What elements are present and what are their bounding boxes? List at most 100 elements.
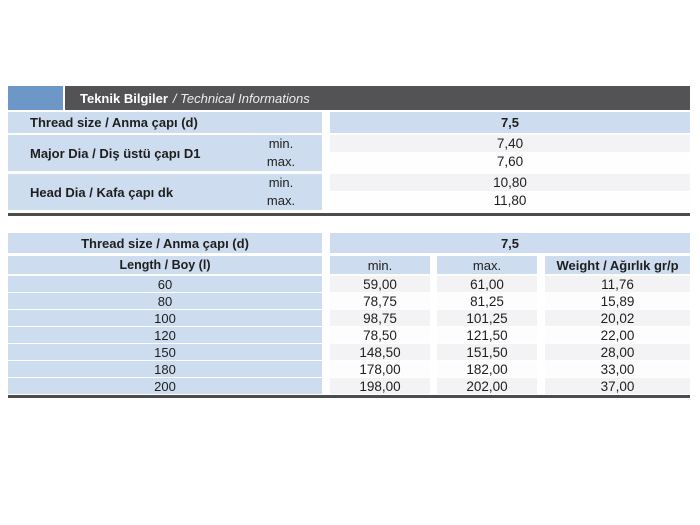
min-value: 78,75	[330, 293, 430, 309]
column-gap	[537, 361, 545, 377]
length-value: 80	[8, 293, 322, 309]
table-bottom-rule	[8, 213, 690, 216]
column-gap	[537, 256, 545, 274]
length-value: 200	[8, 378, 322, 394]
weight-value: 20,02	[545, 310, 690, 326]
column-gap	[322, 344, 330, 360]
max-value: 11,80	[330, 192, 690, 209]
weight-value: 11,76	[545, 276, 690, 292]
min-value: 148,50	[330, 344, 430, 360]
column-gap	[322, 378, 330, 394]
table-row: 180 178,00 182,00 33,00	[8, 361, 690, 377]
min-value: 78,50	[330, 327, 430, 343]
min-value: 10,80	[330, 174, 690, 191]
max-column-header: max.	[437, 256, 537, 274]
column-gap	[537, 344, 545, 360]
table-row: 100 98,75 101,25 20,02	[8, 310, 690, 326]
column-gap	[430, 310, 437, 326]
column-gap	[322, 276, 330, 292]
table-row: Head Dia / Kafa çapı dk min. max. 10,80 …	[8, 174, 690, 210]
section-title: Teknik Bilgiler	[80, 90, 168, 106]
min-value: 198,00	[330, 378, 430, 394]
weight-value: 33,00	[545, 361, 690, 377]
min-value: 59,00	[330, 276, 430, 292]
length-value: 60	[8, 276, 322, 292]
thread-size-label: Thread size / Anma çapı (d)	[8, 233, 322, 253]
section-title-bar: Teknik Bilgiler / Technical Informations	[65, 86, 690, 110]
column-gap	[322, 293, 330, 309]
column-gap	[322, 135, 330, 171]
column-gap	[430, 293, 437, 309]
column-gap	[537, 310, 545, 326]
max-value: 182,00	[437, 361, 537, 377]
thread-size-value: 7,5	[330, 112, 690, 133]
column-gap	[537, 293, 545, 309]
max-value: 121,50	[437, 327, 537, 343]
min-label: min.	[268, 136, 294, 151]
table-header-row: Thread size / Anma çapı (d) 7,5	[8, 233, 690, 253]
column-gap	[430, 361, 437, 377]
column-gap	[537, 276, 545, 292]
max-label: max.	[266, 154, 296, 169]
row-values: 7,40 7,60	[330, 135, 690, 171]
table-row: 60 59,00 61,00 11,76	[8, 276, 690, 292]
accent-square	[8, 86, 63, 110]
length-value: 180	[8, 361, 322, 377]
column-gap	[322, 310, 330, 326]
weight-column-header: Weight / Ağırlık gr/p	[545, 256, 690, 274]
column-gap	[322, 112, 330, 133]
column-gap	[430, 378, 437, 394]
table-row: 120 78,50 121,50 22,00	[8, 327, 690, 343]
column-gap	[430, 344, 437, 360]
max-label: max.	[266, 193, 296, 208]
table-row: Major Dia / Diş üstü çapı D1 min. max. 7…	[8, 135, 690, 171]
table-row: 80 78,75 81,25 15,89	[8, 293, 690, 309]
min-label: min.	[268, 175, 294, 190]
length-value: 120	[8, 327, 322, 343]
table-row: 200 198,00 202,00 37,00	[8, 378, 690, 394]
section-header: Teknik Bilgiler / Technical Informations	[8, 86, 690, 110]
length-column-header: Length / Boy (l)	[8, 256, 322, 274]
max-value: 7,60	[330, 153, 690, 170]
max-value: 202,00	[437, 378, 537, 394]
max-value: 151,50	[437, 344, 537, 360]
min-max-labels: min. max.	[240, 174, 322, 210]
table-row: 150 148,50 151,50 28,00	[8, 344, 690, 360]
section-subtitle: / Technical Informations	[172, 90, 310, 106]
min-value: 98,75	[330, 310, 430, 326]
max-value: 101,25	[437, 310, 537, 326]
row-values: 10,80 11,80	[330, 174, 690, 210]
weight-value: 15,89	[545, 293, 690, 309]
max-value: 61,00	[437, 276, 537, 292]
length-weight-table: Thread size / Anma çapı (d) 7,5 Length /…	[8, 233, 690, 398]
column-gap	[430, 256, 437, 274]
max-value: 81,25	[437, 293, 537, 309]
weight-value: 37,00	[545, 378, 690, 394]
length-value: 100	[8, 310, 322, 326]
column-gap	[430, 327, 437, 343]
row-label-cell: Head Dia / Kafa çapı dk min. max.	[8, 174, 322, 210]
thread-size-value: 7,5	[330, 233, 690, 253]
column-gap	[322, 361, 330, 377]
weight-value: 28,00	[545, 344, 690, 360]
dimensions-table: Thread size / Anma çapı (d) 7,5 Major Di…	[8, 112, 690, 216]
table-bottom-rule	[8, 395, 690, 398]
min-max-labels: min. max.	[240, 135, 322, 171]
length-value: 150	[8, 344, 322, 360]
row-label: Thread size / Anma çapı (d)	[8, 112, 322, 133]
min-value: 178,00	[330, 361, 430, 377]
column-gap	[537, 327, 545, 343]
weight-value: 22,00	[545, 327, 690, 343]
column-gap	[322, 233, 330, 253]
min-column-header: min.	[330, 256, 430, 274]
row-label-cell: Major Dia / Diş üstü çapı D1 min. max.	[8, 135, 322, 171]
column-gap	[430, 276, 437, 292]
min-value: 7,40	[330, 135, 690, 152]
row-label: Head Dia / Kafa çapı dk	[30, 184, 174, 200]
row-label: Major Dia / Diş üstü çapı D1	[30, 145, 201, 161]
column-gap	[322, 327, 330, 343]
table-row: Thread size / Anma çapı (d) 7,5	[8, 112, 690, 133]
column-gap	[537, 378, 545, 394]
column-header-row: Length / Boy (l) min. max. Weight / Ağır…	[8, 256, 690, 274]
